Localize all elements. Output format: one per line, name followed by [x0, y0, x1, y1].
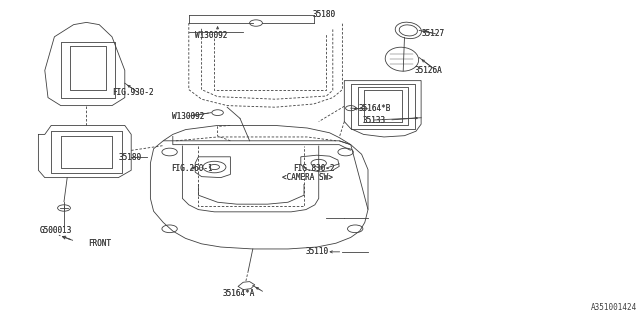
Text: W130092: W130092	[172, 112, 204, 121]
Text: FIG.830-2: FIG.830-2	[293, 164, 335, 173]
Text: FIG.830-2: FIG.830-2	[293, 164, 335, 173]
Text: 35127: 35127	[421, 29, 444, 38]
Text: 35164*B: 35164*B	[358, 104, 391, 113]
Text: 35126A: 35126A	[415, 66, 442, 75]
Text: G500013: G500013	[40, 226, 72, 235]
Text: W130092: W130092	[172, 112, 204, 121]
Text: 35133: 35133	[363, 116, 386, 124]
Text: FRONT: FRONT	[88, 239, 111, 248]
Text: 35133: 35133	[363, 116, 386, 124]
Text: 35127: 35127	[421, 29, 444, 38]
Text: <CAMERA SW>: <CAMERA SW>	[282, 173, 332, 182]
Text: W130092: W130092	[195, 31, 228, 40]
Text: 35164*A: 35164*A	[223, 289, 255, 298]
Text: 35180: 35180	[312, 10, 335, 19]
Text: FRONT: FRONT	[88, 239, 111, 248]
Text: G500013: G500013	[40, 226, 72, 235]
Text: A351001424: A351001424	[591, 303, 637, 312]
Text: 35110: 35110	[306, 247, 329, 256]
Text: FIG.930-2: FIG.930-2	[112, 88, 154, 97]
Text: 35180: 35180	[118, 153, 141, 162]
Text: FIG.260-1: FIG.260-1	[171, 164, 212, 173]
Text: FIG.260-1: FIG.260-1	[171, 164, 212, 173]
Text: 35180: 35180	[312, 10, 335, 19]
Text: W130092: W130092	[195, 31, 228, 40]
Text: 35180: 35180	[118, 153, 141, 162]
Text: FIG.930-2: FIG.930-2	[112, 88, 154, 97]
Text: 35126A: 35126A	[415, 66, 442, 75]
Text: <CAMERA SW>: <CAMERA SW>	[282, 173, 332, 182]
Text: 35164*B: 35164*B	[358, 104, 391, 113]
Text: 35110: 35110	[306, 247, 329, 256]
Text: 35164*A: 35164*A	[223, 289, 255, 298]
